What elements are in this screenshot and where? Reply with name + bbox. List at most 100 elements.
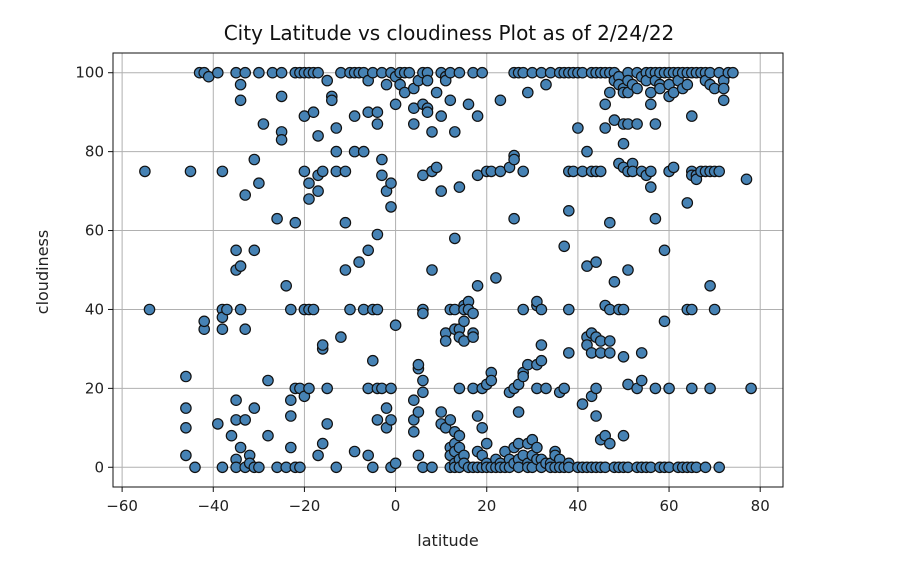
data-point (704, 279, 716, 292)
data-point (189, 461, 201, 474)
data-point (407, 118, 420, 130)
data-point (253, 177, 265, 189)
data-point (430, 161, 443, 174)
x-tick-label: 20 (477, 497, 496, 515)
data-point (727, 66, 739, 79)
plot-frame (112, 52, 784, 488)
data-point (184, 165, 197, 178)
data-point (380, 78, 393, 91)
data-point (289, 216, 302, 229)
data-point (389, 319, 402, 331)
data-point (467, 331, 479, 343)
data-point (667, 161, 680, 174)
x-tick-label: 60 (660, 497, 679, 515)
data-point (603, 347, 616, 359)
data-point (663, 382, 675, 395)
data-point (385, 382, 397, 395)
data-point (225, 429, 238, 442)
data-point (353, 256, 365, 268)
data-point (234, 78, 247, 91)
data-point (480, 437, 493, 450)
data-point (622, 264, 634, 276)
data-point (485, 374, 498, 387)
data-point (417, 386, 429, 399)
data-point (713, 165, 725, 178)
data-point (617, 303, 630, 316)
data-point (230, 394, 242, 406)
data-point (494, 94, 507, 107)
data-point (448, 232, 461, 245)
data-point (412, 406, 425, 418)
data-point (704, 382, 716, 395)
data-point (685, 382, 698, 395)
data-point (303, 193, 315, 205)
data-point (303, 177, 315, 189)
data-point (307, 106, 320, 118)
data-point (303, 382, 315, 395)
data-point (476, 421, 488, 434)
data-point (635, 347, 648, 359)
data-point (535, 339, 548, 351)
data-point (330, 122, 343, 134)
data-point (644, 181, 657, 193)
data-point (594, 165, 607, 178)
data-point (339, 165, 352, 178)
data-point (234, 441, 247, 454)
data-point (316, 437, 329, 450)
data-point (253, 461, 265, 474)
data-point (439, 335, 452, 347)
data-point (380, 402, 393, 414)
data-point (262, 429, 274, 442)
data-point (444, 94, 457, 107)
x-tick-label: −60 (106, 497, 138, 515)
data-point (581, 145, 593, 158)
data-point (708, 303, 721, 316)
data-point (426, 264, 438, 276)
data-point (312, 185, 324, 197)
data-point (385, 177, 397, 189)
data-point (321, 382, 333, 395)
data-point (562, 347, 575, 359)
data-point (649, 382, 662, 395)
data-point (385, 201, 397, 213)
data-point (476, 66, 488, 79)
data-point (321, 74, 333, 87)
data-point (371, 303, 384, 316)
data-point (275, 134, 288, 146)
data-point (284, 303, 297, 316)
data-point (403, 66, 416, 79)
data-point (444, 414, 457, 426)
data-point (234, 260, 247, 272)
data-point (599, 122, 611, 134)
data-point (685, 303, 698, 316)
data-point (576, 398, 589, 410)
data-point (562, 205, 575, 217)
data-point (371, 228, 384, 241)
data-point (407, 394, 420, 406)
data-point (448, 126, 461, 138)
data-point (371, 118, 384, 130)
data-point (216, 323, 229, 335)
data-point (239, 189, 251, 201)
data-point (316, 165, 329, 178)
data-point (312, 66, 324, 79)
data-point (681, 197, 694, 209)
data-point (685, 110, 698, 122)
data-point (649, 212, 662, 225)
data-point (412, 358, 425, 371)
data-point (453, 382, 466, 395)
data-point (339, 264, 352, 276)
data-point (540, 382, 552, 395)
data-point (321, 418, 333, 430)
data-point (262, 374, 274, 387)
data-point (631, 118, 643, 130)
data-point (312, 449, 324, 462)
data-point (271, 212, 283, 225)
data-point (535, 354, 548, 367)
data-point (467, 307, 479, 320)
data-point (298, 165, 311, 178)
data-point (512, 406, 525, 418)
data-point (253, 66, 265, 79)
data-point (635, 374, 648, 387)
